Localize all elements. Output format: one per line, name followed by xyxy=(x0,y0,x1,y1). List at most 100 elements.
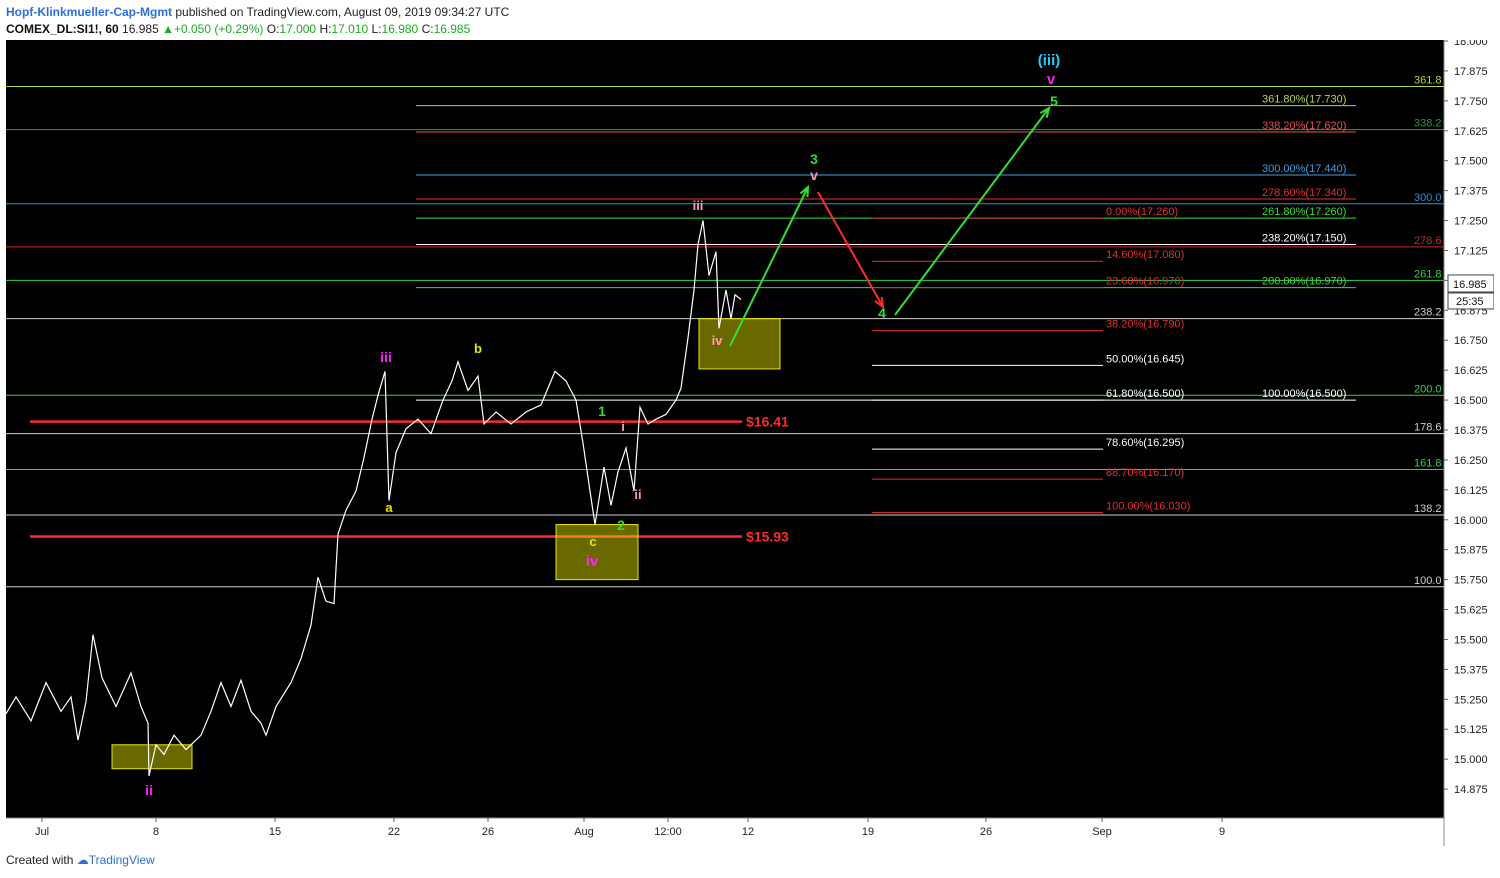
wave-label: 3 xyxy=(810,151,818,167)
fib-retracement-label: 78.60%(16.295) xyxy=(1106,437,1184,449)
x-tick-label: 8 xyxy=(153,826,159,838)
wave-label: iv xyxy=(586,553,599,570)
open-label: O: xyxy=(266,22,280,36)
fib-level-label: 261.80%(17.260) xyxy=(1262,206,1346,218)
x-tick-label: 26 xyxy=(482,826,494,838)
y-tick-label: 15.250 xyxy=(1454,694,1488,706)
wave-label: iii xyxy=(380,349,392,365)
wave-label: 1 xyxy=(598,403,606,419)
plot-background xyxy=(6,40,1444,818)
y-tick-label: 17.625 xyxy=(1454,126,1488,138)
y-tick-label: 17.125 xyxy=(1454,245,1488,257)
countdown-label: 25:35 xyxy=(1456,296,1484,308)
close-value: 16.985 xyxy=(433,22,471,36)
y-tick-label: 15.875 xyxy=(1454,545,1488,557)
x-tick-label: 9 xyxy=(1219,826,1225,838)
wave-label: iv xyxy=(712,333,724,348)
fib-extension-label: 200.0 xyxy=(1414,383,1442,395)
fib-level-label: 278.60%(17.340) xyxy=(1262,187,1346,199)
price-series-line xyxy=(6,220,742,777)
y-tick-label: 16.125 xyxy=(1454,485,1488,497)
wave-label: 2 xyxy=(617,517,625,533)
fib-level-label: 200.00%(16.970) xyxy=(1262,276,1346,288)
fib-retracement-label: 14.60%(17.080) xyxy=(1106,249,1184,261)
wave-label: b xyxy=(474,341,482,356)
chart-header-line2: COMEX_DL:SI1!, 60 16.985 ▲+0.050 (+0.29%… xyxy=(6,22,470,36)
y-tick-label: 16.750 xyxy=(1454,335,1488,347)
projection-arrow-up-final xyxy=(894,107,1050,316)
x-tick-label: 12:00 xyxy=(654,826,682,838)
wave-label: c xyxy=(589,534,596,549)
wave-label: ii xyxy=(634,487,641,502)
fib-extension-label: 361.8 xyxy=(1414,74,1442,86)
published-text: published on TradingView.com, August 09,… xyxy=(175,5,510,19)
change-up-icon: ▲ xyxy=(162,22,174,36)
y-tick-label: 15.000 xyxy=(1454,754,1488,766)
wave-label: 4 xyxy=(878,305,886,321)
price-axis xyxy=(1444,40,1494,846)
x-tick-label: 12 xyxy=(742,826,754,838)
fib-level-label: 361.80%(17.730) xyxy=(1262,94,1346,106)
y-tick-label: 16.375 xyxy=(1454,425,1488,437)
x-tick-label: 26 xyxy=(980,826,992,838)
fib-extension-label: 161.8 xyxy=(1414,457,1442,469)
price-chart[interactable]: 18.000 17.875 17.750 17.625 17.500 17.375 17.2… xyxy=(6,40,1494,846)
fib-retracement-label: 100.00%(16.030) xyxy=(1106,501,1190,513)
fib-extension-label: 338.2 xyxy=(1414,118,1442,130)
fib-retracement-label: 23.60%(16.970) xyxy=(1106,276,1184,288)
x-tick-label: 22 xyxy=(388,826,400,838)
target-zone-box xyxy=(111,744,193,770)
fib-retracement-label: 38.20%(16.790) xyxy=(1106,319,1184,331)
countdown-marker xyxy=(1447,292,1494,310)
projection-arrow-down-head xyxy=(874,296,885,310)
low-value: 16.980 xyxy=(381,22,419,36)
projection-arrow-up xyxy=(729,186,809,347)
wave-label: a xyxy=(385,500,393,515)
fib-level-label: 300.00%(17.440) xyxy=(1262,163,1346,175)
x-tick-label: Aug xyxy=(574,826,594,838)
wave-label: v xyxy=(810,167,818,183)
y-tick-label: 16.250 xyxy=(1454,455,1488,467)
support-label: $16.41 xyxy=(746,414,789,430)
y-tick-label: 17.750 xyxy=(1454,96,1488,108)
fib-extension-label: 138.2 xyxy=(1414,503,1442,515)
y-tick-label: 16.500 xyxy=(1454,395,1488,407)
last-price-marker xyxy=(1447,274,1494,293)
y-tick-label: 15.625 xyxy=(1454,605,1488,617)
y-tick-label: 14.875 xyxy=(1454,784,1488,796)
y-tick-label: 16.625 xyxy=(1454,365,1488,377)
wave-label: (iii) xyxy=(1038,52,1061,69)
footer: Created with ☁TradingView xyxy=(6,853,155,867)
open-value: 17.000 xyxy=(279,22,317,36)
y-tick-label: 17.375 xyxy=(1454,186,1488,198)
support-label: $15.93 xyxy=(746,529,789,545)
fib-extension-label: 278.6 xyxy=(1414,235,1442,247)
y-tick-label: 15.750 xyxy=(1454,575,1488,587)
fib-level-label: 338.20%(17.620) xyxy=(1262,120,1346,132)
x-tick-label: 19 xyxy=(862,826,874,838)
wave-label: v xyxy=(1047,71,1056,88)
fib-extension-label: 238.2 xyxy=(1414,307,1442,319)
target-zone-box xyxy=(555,524,639,581)
fib-level-label: 238.20%(17.150) xyxy=(1262,232,1346,244)
x-tick-label: Sep xyxy=(1092,826,1112,838)
wave-label: 5 xyxy=(1050,93,1058,109)
created-with-text: Created with xyxy=(6,853,74,867)
symbol-label: COMEX_DL:SI1!, 60 xyxy=(6,22,119,36)
projection-arrow-up-final-head xyxy=(1039,105,1051,118)
close-label: C: xyxy=(421,22,434,36)
tradingview-brand[interactable]: TradingView xyxy=(88,853,155,867)
fib-extension-label: 300.0 xyxy=(1414,192,1442,204)
low-label: L: xyxy=(371,22,382,36)
y-tick-label: 16.000 xyxy=(1454,515,1488,527)
y-tick-label: 15.125 xyxy=(1454,724,1488,736)
y-tick-label: 15.375 xyxy=(1454,664,1488,676)
author-link[interactable]: Hopf-Klinkmueller-Cap-Mgmt xyxy=(6,5,172,19)
fib-retracement-label: 0.00%(17.260) xyxy=(1106,206,1178,218)
high-value: 17.010 xyxy=(331,22,369,36)
last-price: 16.985 xyxy=(122,22,159,36)
y-tick-label: 17.250 xyxy=(1454,216,1488,228)
projection-arrow-down xyxy=(817,191,884,308)
fib-retracement-label: 61.80%(16.500) xyxy=(1106,388,1184,400)
fib-extension-label: 178.6 xyxy=(1414,422,1442,434)
